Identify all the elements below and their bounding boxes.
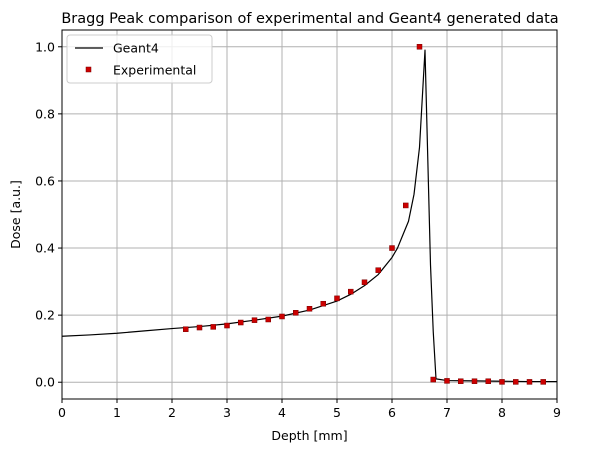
legend-experimental-swatch	[85, 66, 92, 73]
y-tick-label: 0.2	[35, 308, 55, 323]
legend-geant4-label: Geant4	[113, 41, 159, 56]
experimental-point	[416, 44, 423, 50]
experimental-point	[293, 310, 299, 316]
x-tick-label: 2	[168, 405, 176, 420]
experimental-point	[279, 313, 285, 320]
x-tick-label: 4	[278, 405, 286, 420]
experimental-point	[251, 317, 258, 323]
x-tick-label: 7	[443, 405, 451, 420]
x-tick-label: 9	[553, 405, 561, 420]
x-axis-ticks: 0 1 2 3 4 5 6 7 8 9	[58, 399, 561, 420]
experimental-point	[499, 379, 505, 385]
experimental-series	[183, 44, 546, 385]
chart-title: Bragg Peak comparison of experimental an…	[61, 11, 558, 27]
y-tick-label: 0.6	[35, 173, 55, 188]
experimental-point	[348, 288, 354, 295]
experimental-point	[526, 379, 533, 385]
experimental-point	[458, 378, 464, 384]
experimental-point	[375, 267, 381, 273]
legend-box	[66, 34, 213, 84]
legend: Geant4 Experimental	[66, 34, 213, 84]
x-axis-label: Depth [mm]	[271, 428, 347, 443]
experimental-point	[540, 379, 546, 385]
experimental-point	[513, 379, 519, 385]
experimental-point	[430, 376, 436, 383]
experimental-point	[389, 245, 395, 251]
axes-frame	[61, 29, 558, 400]
experimental-point	[210, 324, 216, 330]
y-axis-ticks: 0.0 0.2 0.4 0.6 0.8 1.0	[35, 39, 62, 390]
experimental-point	[306, 306, 313, 312]
experimental-point	[265, 316, 271, 323]
geant4-series	[61, 49, 557, 383]
x-tick-label: 6	[388, 405, 396, 420]
y-tick-label: 0.0	[35, 375, 55, 390]
experimental-point	[224, 322, 230, 329]
x-tick-label: 3	[223, 405, 231, 420]
experimental-point	[183, 326, 189, 332]
experimental-point	[196, 324, 203, 331]
plot-area: 0 1 2 3 4 5 6 7 8 9 0.0 0.2 0.4 0.6 0.8 1.0	[35, 29, 561, 420]
y-tick-label: 1.0	[35, 39, 55, 54]
experimental-point	[238, 319, 244, 326]
geant4-line	[61, 49, 557, 383]
x-tick-label: 1	[113, 405, 121, 420]
experimental-point	[403, 202, 409, 209]
x-tick-label: 5	[333, 405, 341, 420]
experimental-point	[361, 279, 368, 286]
y-axis-label: Dose [a.u.]	[8, 180, 23, 249]
y-tick-label: 0.8	[35, 106, 55, 121]
experimental-point	[320, 300, 326, 307]
experimental-point	[485, 378, 491, 384]
experimental-point	[471, 378, 478, 384]
y-tick-label: 0.4	[35, 241, 55, 256]
legend-experimental-label: Experimental	[113, 63, 196, 78]
axes-background	[62, 30, 557, 399]
experimental-point	[444, 378, 450, 384]
x-tick-label: 8	[498, 405, 506, 420]
x-tick-label: 0	[58, 405, 66, 420]
experimental-point	[334, 295, 340, 302]
